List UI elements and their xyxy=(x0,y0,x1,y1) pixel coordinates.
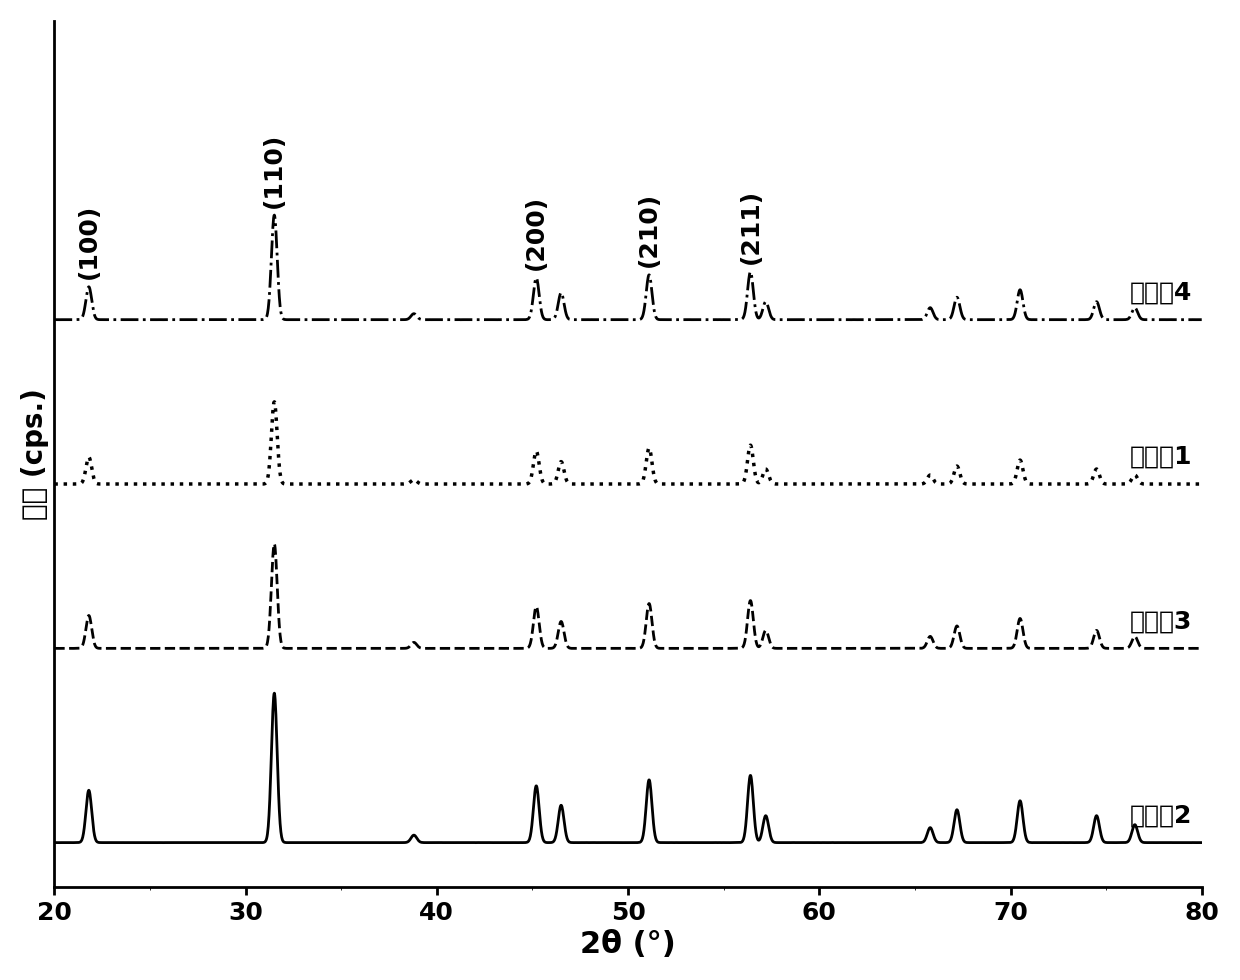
Text: (200): (200) xyxy=(525,195,548,270)
Text: (211): (211) xyxy=(739,189,763,265)
Text: 实施兦2: 实施兦2 xyxy=(1130,804,1192,828)
Text: 实施兦4: 实施兦4 xyxy=(1130,280,1192,305)
Y-axis label: 强度 (cps.): 强度 (cps.) xyxy=(21,388,48,520)
X-axis label: 2θ (°): 2θ (°) xyxy=(580,930,676,959)
Text: (210): (210) xyxy=(637,192,661,268)
Text: 实施兦3: 实施兦3 xyxy=(1130,610,1192,633)
Text: 实施兦1: 实施兦1 xyxy=(1130,445,1192,469)
Text: (100): (100) xyxy=(77,204,100,279)
Text: (110): (110) xyxy=(263,132,286,208)
